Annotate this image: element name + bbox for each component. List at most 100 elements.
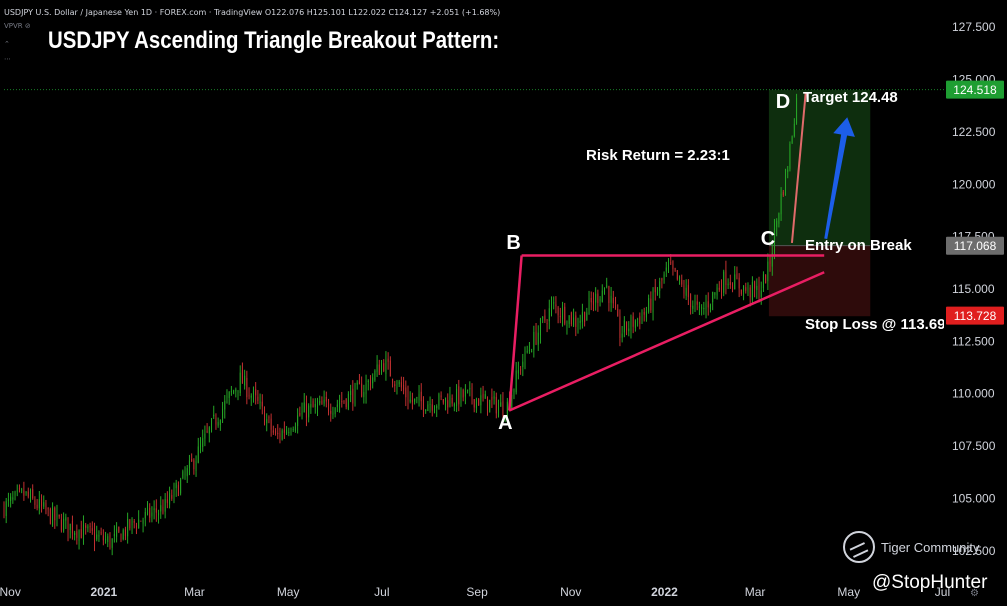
candle (606, 277, 608, 289)
candle (25, 491, 27, 496)
candle (732, 282, 734, 293)
candle (531, 348, 533, 353)
symbol-header[interactable]: USDJPY U.S. Dollar / Japanese Yen 1D · F… (4, 8, 501, 17)
indicator-vpvr[interactable]: VPVR ⊘ (4, 22, 31, 30)
price-axis[interactable]: 102.500 105.000 107.500 110.000 112.500 115.0… (944, 0, 1007, 606)
candle (562, 301, 564, 327)
candle (579, 314, 581, 330)
candle (105, 531, 107, 544)
candle (608, 285, 610, 312)
candle (615, 296, 617, 310)
visibility-icon[interactable]: ⊘ (24, 22, 31, 30)
candle (116, 522, 118, 543)
candle (557, 305, 559, 324)
more-options-icon[interactable]: ⋯ (4, 55, 11, 63)
candle (292, 426, 294, 432)
candle (383, 359, 385, 373)
candle (420, 383, 422, 410)
candle (449, 386, 451, 408)
candle (241, 362, 243, 384)
candle (663, 271, 665, 284)
candle (656, 287, 658, 296)
candle (361, 376, 363, 398)
candle (208, 426, 210, 443)
candle (577, 317, 579, 334)
candle (146, 501, 148, 516)
price-badges: 124.518 117.068 113.728 (946, 80, 1004, 325)
candle (453, 402, 455, 412)
candle (456, 384, 458, 412)
candle (23, 481, 25, 501)
target-zone (768, 90, 871, 246)
candle (56, 504, 58, 527)
candle (548, 299, 550, 330)
candle (34, 496, 36, 509)
price-badge-stop (946, 306, 1004, 325)
candle (381, 359, 383, 375)
candle (498, 399, 500, 418)
candle (566, 320, 568, 335)
candle (740, 289, 742, 296)
candle (652, 287, 654, 321)
candle (570, 311, 572, 327)
price-badge-entry-text: 117.068 (954, 239, 997, 253)
candle (489, 399, 491, 413)
candle (720, 279, 722, 299)
label-a: A (498, 412, 512, 434)
collapse-legend-icon[interactable]: ⌃ (4, 40, 10, 48)
candle (374, 369, 376, 382)
candle (645, 306, 647, 322)
candle (76, 524, 78, 545)
candle (78, 529, 80, 550)
candle (18, 484, 20, 493)
candle (41, 494, 43, 513)
candle (573, 308, 575, 328)
candle (142, 517, 144, 533)
ohlc-readout: O122.076 H125.101 L122.022 C124.127 +2.0… (264, 8, 501, 17)
candle (736, 266, 738, 280)
candle (661, 277, 663, 289)
candle (502, 392, 504, 418)
settings-gear-icon[interactable]: ⚙ (970, 588, 979, 599)
candle (445, 397, 447, 411)
candle (500, 394, 502, 407)
candle (716, 283, 718, 300)
candle (654, 278, 656, 301)
candle (237, 390, 239, 401)
candle (458, 379, 460, 412)
candle (533, 325, 535, 358)
candle (372, 373, 374, 389)
candle (191, 453, 193, 463)
candle (385, 351, 387, 381)
candle (672, 260, 674, 276)
candle (791, 135, 793, 145)
candle (43, 495, 45, 510)
candle (729, 274, 731, 289)
price-tick-label: 102.500 (952, 544, 996, 558)
candle (268, 415, 270, 424)
candle (365, 374, 367, 404)
candle (409, 391, 411, 404)
candle (310, 396, 312, 414)
candle (252, 386, 254, 403)
candle (524, 346, 526, 370)
time-axis[interactable]: Nov 2021 Mar May Jul Sep Nov 2022 Mar May Jul (0, 585, 950, 599)
candle (694, 294, 696, 313)
candle (418, 385, 420, 407)
price-tick-label: 127.500 (952, 20, 996, 34)
candle (668, 258, 670, 274)
symbol-platform: TradingView (213, 8, 263, 17)
candle (257, 390, 259, 405)
candle (793, 118, 795, 138)
candle (407, 385, 409, 410)
candle (771, 243, 773, 276)
price-badge-current-text: 124.518 (953, 83, 997, 97)
candle (332, 406, 334, 419)
candle (330, 403, 332, 422)
candle (679, 275, 681, 285)
candle (255, 382, 257, 405)
candle (171, 489, 173, 501)
candle (659, 277, 661, 299)
candle (690, 293, 692, 315)
